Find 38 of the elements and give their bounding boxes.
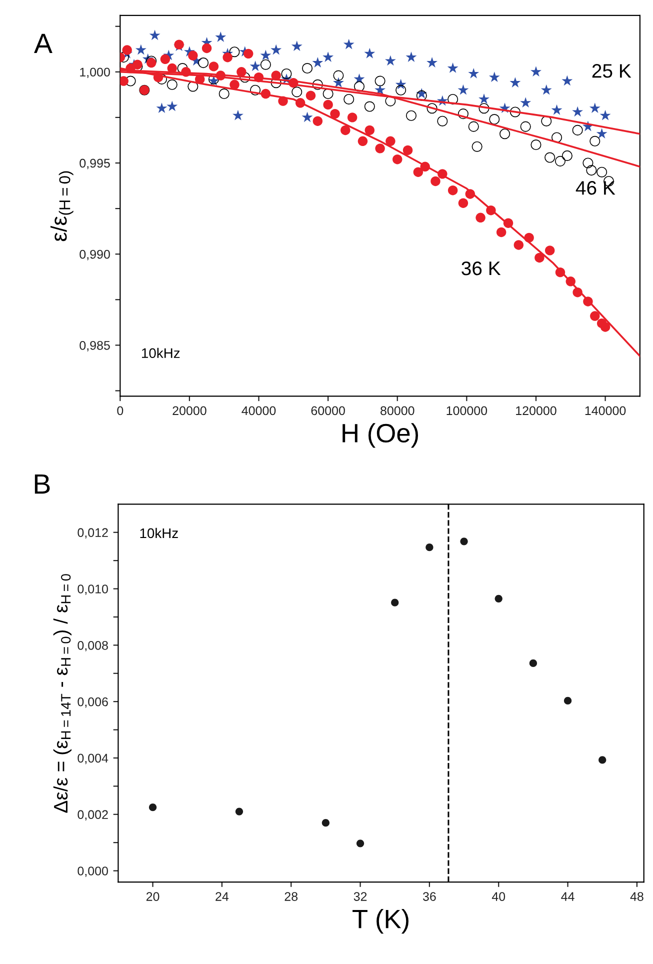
y-tick-label: 1,000 xyxy=(80,68,110,78)
y-tick-label: 0,004 xyxy=(78,754,108,764)
y-tick-label: 0,012 xyxy=(78,528,108,538)
x-tick-label: 140000 xyxy=(585,406,626,416)
x-tick-label: 40000 xyxy=(242,406,276,416)
text: A xyxy=(34,34,52,54)
x-tick-label: 20000 xyxy=(172,406,206,416)
y-axis-title: ε/ε$_{(H=0)}$ xyxy=(50,171,74,242)
x-axis-title: H (Oe) xyxy=(342,423,418,448)
x-tick-label: 120000 xyxy=(516,406,556,416)
x-tick-label: 20 xyxy=(146,892,160,901)
series-label: 25 K xyxy=(592,64,632,78)
chart-title: B xyxy=(34,474,50,494)
x-tick-label: 32 xyxy=(354,892,367,901)
y-tick-label: 0,995 xyxy=(80,158,110,170)
y-tick-label: 0,006 xyxy=(78,697,108,708)
x-tick-label: 36 xyxy=(422,892,436,901)
x-tick-label: 44 xyxy=(561,892,574,901)
y-tick-label: 0,002 xyxy=(78,810,108,821)
y-tick-label: 0,010 xyxy=(78,584,108,595)
x-tick-label: 24 xyxy=(216,892,229,901)
x-tick-label: 60000 xyxy=(311,406,345,416)
annotation: 10kHz xyxy=(140,528,178,538)
x-axis-title: T (K) xyxy=(352,908,408,934)
y-tick-label: 0,985 xyxy=(80,340,110,352)
x-tick-label: 80000 xyxy=(380,406,414,416)
y-tick-label: 0,990 xyxy=(80,250,110,260)
series-label: 36 K xyxy=(462,261,501,276)
annotation: 10kHz xyxy=(142,348,180,358)
x-tick-label: 100000 xyxy=(446,406,488,416)
x-tick-label: 48 xyxy=(630,892,644,901)
y-tick-label: 0,000 xyxy=(78,866,108,877)
x-tick-label: 40 xyxy=(492,892,506,901)
y-axis-title: Δε/ε = (ε$_{H=14T}$ - ε$_{H=0}$) / ε$_{H=0}$ xyxy=(53,574,72,813)
y-tick-label: 0,008 xyxy=(78,640,108,652)
x-tick-label: 0 xyxy=(117,406,124,416)
series-label: 46 K xyxy=(576,181,616,195)
x-tick-label: 28 xyxy=(284,892,298,901)
